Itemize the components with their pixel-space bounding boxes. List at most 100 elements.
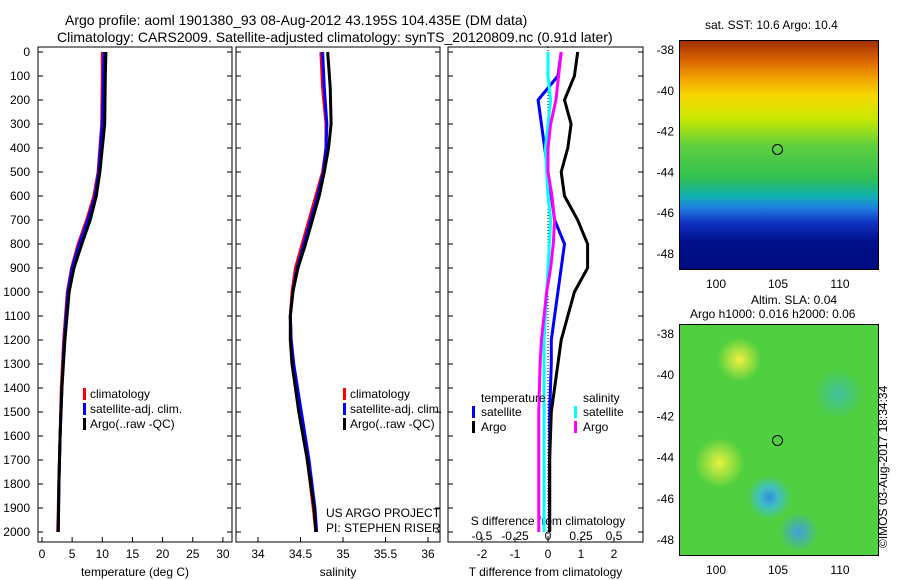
legend-label: Argo(..raw -QC) <box>90 417 175 431</box>
s-axis-label: S difference from climatology <box>471 514 626 528</box>
map-y-tick-label: -42 <box>657 125 675 139</box>
y-tick-label: 800 <box>10 237 30 251</box>
sst-map-title: sat. SST: 10.6 Argo: 10.4 <box>705 18 838 32</box>
series-line-climatology <box>56 52 104 533</box>
argo-location-marker <box>772 144 783 155</box>
series-line-satellite-adj-clim- <box>56 51 106 533</box>
plot-frame <box>235 46 441 543</box>
x-tick-label: 35.5 <box>374 547 398 561</box>
legend-swatch <box>83 388 86 400</box>
series-line-argo-raw-qc- <box>56 51 108 533</box>
x-tick-label: 0 <box>39 547 46 561</box>
x-tick-label: -2 <box>477 547 488 561</box>
map-x-tick-label: 110 <box>830 277 849 291</box>
map-x-tick-label: 110 <box>830 563 849 577</box>
s-tick-label: 0 <box>545 529 552 543</box>
legend-label: Argo(..raw -QC) <box>350 417 435 431</box>
y-tick-label: 1400 <box>3 381 30 395</box>
plot-frame <box>447 46 644 543</box>
title-line-1: Argo profile: aoml 1901380_93 08-Aug-201… <box>65 12 528 28</box>
map-y-tick-label: -46 <box>657 492 675 506</box>
legend-label: satellite-adj. clim. <box>350 402 442 416</box>
legend-swatch <box>472 421 475 433</box>
legend-label: Argo <box>481 420 507 434</box>
series-line-s-argo <box>537 51 563 532</box>
s-tick-label: -0.5 <box>472 529 493 543</box>
map-x-tick-label: 105 <box>768 563 788 577</box>
y-tick-label: 1100 <box>4 309 30 323</box>
legend-title-temperature: temperature <box>481 391 546 405</box>
y-tick-label: 1300 <box>3 357 30 371</box>
legend-swatch <box>83 418 86 430</box>
x-tick-label: 2 <box>611 547 618 561</box>
x-axis-label: salinity <box>320 565 357 579</box>
map-x-tick-label: 105 <box>768 277 788 291</box>
project-label: US ARGO PROJECT <box>326 506 441 520</box>
map-y-tick-label: -44 <box>657 165 675 179</box>
x-axis-label: T difference from climatology <box>469 565 623 579</box>
x-tick-label: 35 <box>336 547 350 561</box>
y-tick-label: 1700 <box>3 453 30 467</box>
legend-swatch <box>574 421 577 433</box>
legend-label: Argo <box>583 420 609 434</box>
map-y-tick-label: -40 <box>657 84 675 98</box>
map-y-tick-label: -38 <box>657 327 675 341</box>
x-tick-label: 15 <box>126 547 140 561</box>
x-tick-label: 10 <box>96 547 110 561</box>
legend-swatch <box>343 418 346 430</box>
map-y-tick-label: -38 <box>657 43 675 57</box>
map-x-tick-label: 100 <box>706 563 726 577</box>
timestamp-label: ©IMOS 03-Aug-2017 18:34:34 <box>876 385 890 548</box>
legend-title-salinity: salinity <box>583 391 620 405</box>
y-tick-label: 1500 <box>3 405 30 419</box>
x-tick-label: 36 <box>421 547 435 561</box>
map-y-tick-label: -46 <box>657 206 675 220</box>
y-tick-label: 1000 <box>3 285 30 299</box>
s-tick-label: 0.5 <box>606 529 623 543</box>
legend-label: satellite <box>481 405 522 419</box>
s-tick-label: 0.25 <box>569 529 593 543</box>
legend-label: climatology <box>350 387 410 401</box>
x-tick-label: 34.5 <box>289 547 313 561</box>
sla-map-title-1: Altim. SLA: 0.04 <box>751 293 838 307</box>
pi-label: PI: STEPHEN RISER <box>326 521 441 535</box>
argo-location-marker <box>772 435 783 446</box>
legend-label: satellite <box>583 405 624 419</box>
y-tick-label: 600 <box>10 189 30 203</box>
x-tick-label: 1 <box>578 547 585 561</box>
y-tick-label: 1800 <box>3 477 30 491</box>
series-line-t-argo <box>548 51 590 532</box>
y-tick-label: 200 <box>10 93 30 107</box>
y-tick-label: 0 <box>23 45 30 59</box>
map-y-tick-label: -48 <box>657 247 675 261</box>
sst-map <box>679 40 879 270</box>
map-y-tick-label: -44 <box>657 451 675 465</box>
map-y-tick-label: -42 <box>657 409 675 423</box>
sla-map-title-2: Argo h1000: 0.016 h2000: 0.06 <box>690 307 856 321</box>
y-tick-label: 300 <box>10 117 30 131</box>
legend-swatch <box>472 406 475 418</box>
legend-swatch <box>574 406 577 418</box>
map-y-tick-label: -48 <box>657 533 675 547</box>
legend-label: climatology <box>90 387 150 401</box>
y-tick-label: 1900 <box>3 501 30 515</box>
y-tick-label: 100 <box>10 69 30 83</box>
legend-swatch <box>343 388 346 400</box>
map-x-tick-label: 100 <box>706 277 726 291</box>
y-tick-label: 1200 <box>3 333 30 347</box>
map-y-tick-label: -40 <box>657 368 675 382</box>
title-line-2: Climatology: CARS2009. Satellite-adjuste… <box>57 29 613 45</box>
x-tick-label: 25 <box>186 547 200 561</box>
x-tick-label: 34 <box>251 547 265 561</box>
x-tick-label: 30 <box>216 547 230 561</box>
legend-swatch <box>83 403 86 415</box>
y-tick-label: 400 <box>10 141 30 155</box>
x-tick-label: 20 <box>156 547 170 561</box>
plot-frame <box>37 46 233 543</box>
legend-swatch <box>343 403 346 415</box>
x-tick-label: -1 <box>510 547 521 561</box>
y-tick-label: 900 <box>10 261 30 275</box>
x-axis-label: temperature (deg C) <box>81 565 189 579</box>
